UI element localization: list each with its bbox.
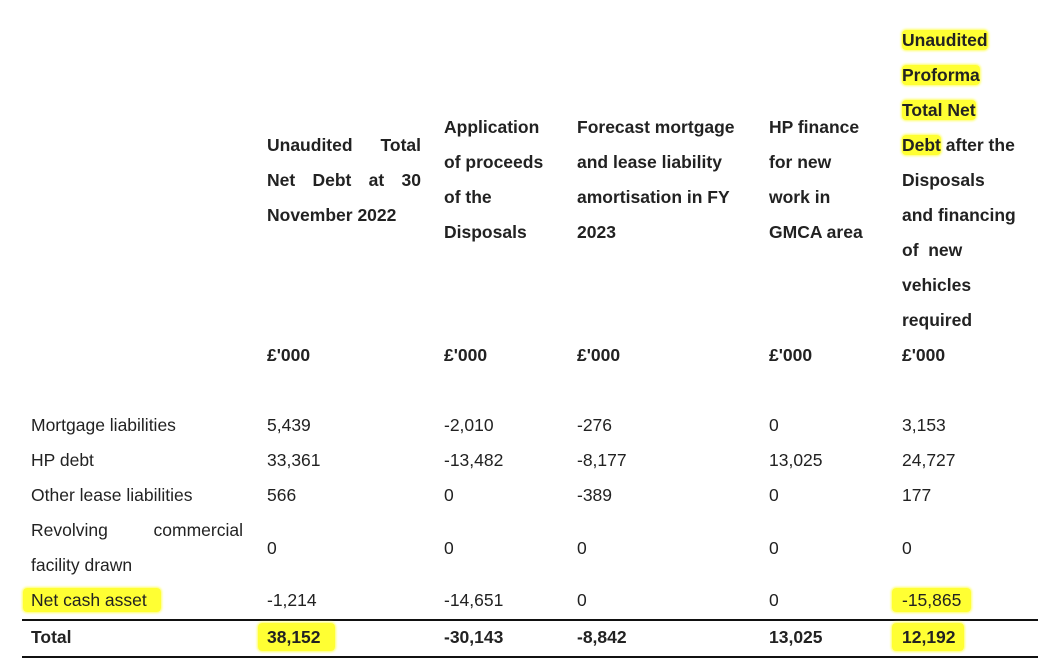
header-col-2-line-1: Application — [444, 117, 540, 137]
cell-col-3: 0 — [577, 538, 587, 558]
row-label: Net cash asset — [23, 588, 161, 612]
total-col-5: 12,192 — [892, 623, 964, 651]
header-col-2-line-3: of the — [444, 187, 492, 207]
unit-col-5: £'000 — [902, 345, 946, 365]
row-label: Mortgage liabilities — [31, 415, 176, 435]
cell-col-2: -14,651 — [444, 590, 504, 610]
cell-col-4: 0 — [769, 590, 779, 610]
cell-col-2: -2,010 — [444, 415, 494, 435]
cell-col-3: -276 — [577, 415, 613, 435]
unit-col-2: £'000 — [444, 345, 488, 365]
row-label: HP debt — [31, 450, 94, 470]
cell-col-2: 0 — [444, 538, 454, 558]
total-col-2: -30,143 — [444, 627, 504, 647]
row-label-line-2: facility drawn — [31, 555, 133, 575]
header-col-5-line-2: Proforma — [902, 65, 980, 85]
cell-col-3: -389 — [577, 485, 613, 505]
total-top-rule — [22, 619, 1038, 621]
cell-col-1: 5,439 — [267, 415, 311, 435]
row-label: Other lease liabilities — [31, 485, 193, 505]
total-col-4: 13,025 — [769, 627, 823, 647]
cell-col-2: -13,482 — [444, 450, 504, 470]
header-col-4-line-2: for new — [769, 152, 832, 172]
header-col-5-line-7: of new — [902, 240, 963, 260]
cell-col-3: -8,177 — [577, 450, 627, 470]
header-col-5-line-4b: after the — [940, 135, 1015, 155]
cell-col-4: 0 — [769, 415, 779, 435]
cell-col-4: 0 — [769, 485, 779, 505]
total-bottom-rule — [22, 656, 1038, 658]
cell-col-1: 33,361 — [267, 450, 321, 470]
unit-col-4: £'000 — [769, 345, 813, 365]
cell-col-1: -1,214 — [267, 590, 317, 610]
header-col-1-line-3: November 2022 — [267, 205, 397, 225]
cell-col-4: 13,025 — [769, 450, 823, 470]
header-col-3-line-2: and lease liability — [577, 152, 722, 172]
header-col-5-line-1: Unaudited — [902, 30, 988, 50]
unit-col-1: £'000 — [267, 345, 311, 365]
cell-col-1: 566 — [267, 485, 297, 505]
header-col-5-line-5: Disposals — [902, 170, 985, 190]
header-col-3-line-4: 2023 — [577, 222, 616, 242]
total-col-3: -8,842 — [577, 627, 627, 647]
header-col-5-line-9: required — [902, 310, 973, 330]
header-col-2-line-2: of proceeds — [444, 152, 544, 172]
cell-col-5: 177 — [902, 485, 932, 505]
header-col-4-line-4: GMCA area — [769, 222, 863, 242]
header-col-4-line-1: HP finance — [769, 117, 860, 137]
cell-col-3: 0 — [577, 590, 587, 610]
header-col-5-line-6: and financing — [902, 205, 1016, 225]
total-col-1: 38,152 — [258, 623, 335, 651]
cell-col-5: 3,153 — [902, 415, 946, 435]
cell-col-2: 0 — [444, 485, 454, 505]
cell-col-1: 0 — [267, 538, 277, 558]
cell-col-5: 0 — [902, 538, 912, 558]
cell-col-4: 0 — [769, 538, 779, 558]
total-label: Total — [31, 627, 72, 647]
header-col-3-line-3: amortisation in FY — [577, 187, 730, 207]
unit-col-3: £'000 — [577, 345, 621, 365]
cell-col-5: 24,727 — [902, 450, 956, 470]
header-col-1-line-1: Unaudited Total — [267, 135, 421, 155]
cell-col-5: -15,865 — [892, 588, 972, 612]
header-col-1-line-2: Net Debt at 30 — [267, 170, 421, 190]
row-label-line-1: Revolving commercial — [31, 520, 243, 540]
header-col-5-line-8: vehicles — [902, 275, 972, 295]
header-col-5-line-4a: Debt — [902, 135, 941, 155]
header-col-2-line-4: Disposals — [444, 222, 527, 242]
header-col-3-line-1: Forecast mortgage — [577, 117, 735, 137]
header-col-5-line-3: Total Net — [902, 100, 976, 120]
header-col-4-line-3: work in — [769, 187, 831, 207]
